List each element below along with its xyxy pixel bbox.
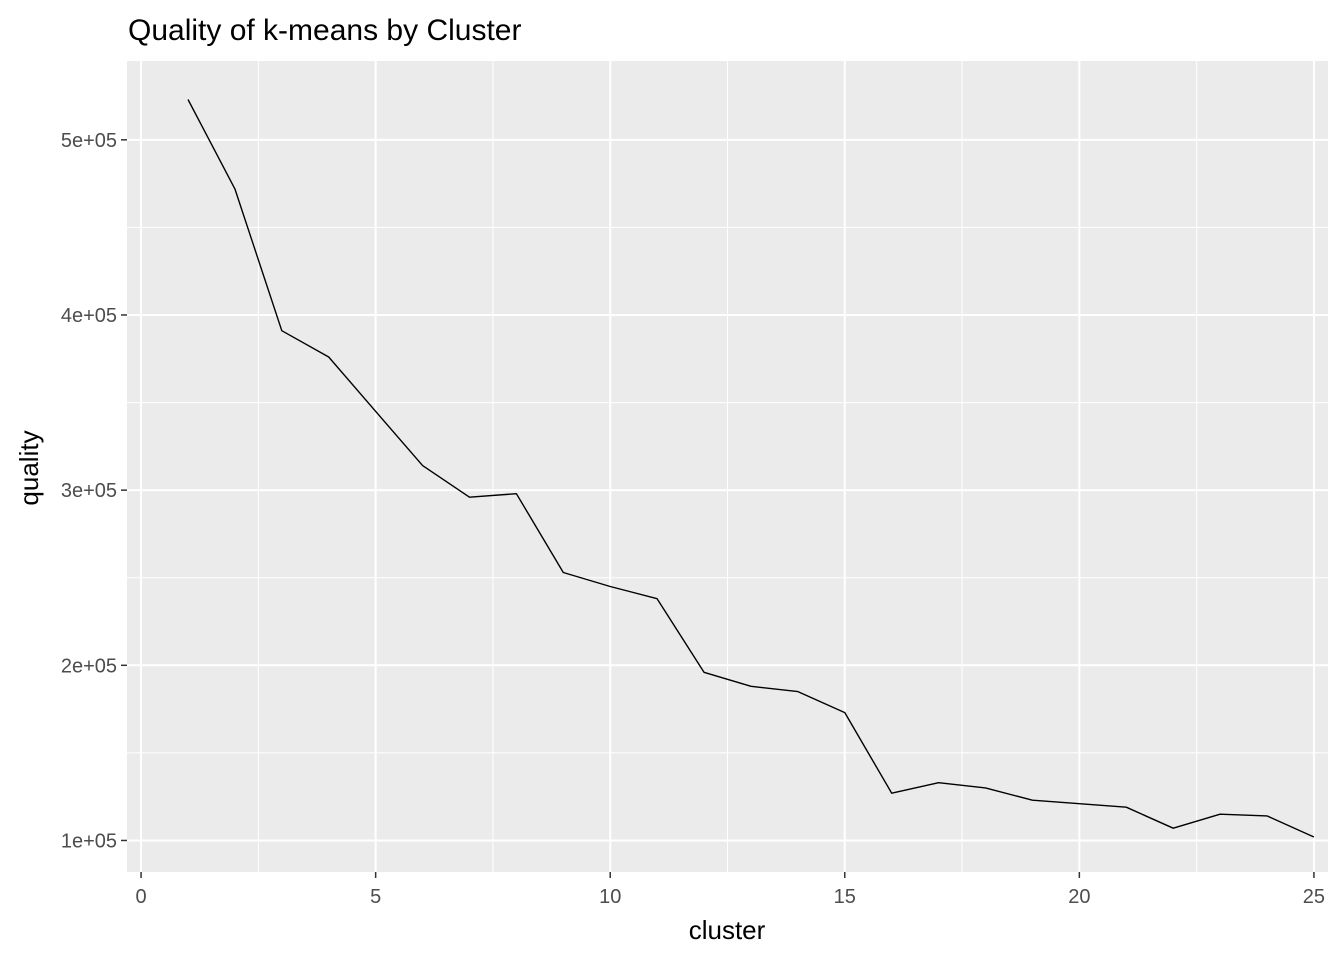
major-gridlines xyxy=(127,61,1328,872)
y-tick-label: 5e+05 xyxy=(61,130,117,152)
x-tick-label: 25 xyxy=(1303,886,1325,908)
x-axis-title: cluster xyxy=(689,915,766,945)
x-tick-label: 5 xyxy=(370,886,381,908)
y-axis-title: quality xyxy=(14,430,44,505)
x-tick-label: 15 xyxy=(834,886,856,908)
x-axis-ticks: 0 5 10 15 20 25 xyxy=(136,872,1325,908)
x-tick-label: 0 xyxy=(136,886,147,908)
data-series xyxy=(187,99,1315,838)
y-axis-ticks: 1e+05 2e+05 3e+05 4e+05 5e+05 xyxy=(61,130,127,852)
chart-title: Quality of k-means by Cluster xyxy=(128,14,521,47)
minor-gridlines xyxy=(127,61,1328,872)
y-tick-label: 4e+05 xyxy=(61,305,117,327)
y-tick-label: 2e+05 xyxy=(61,655,117,677)
x-tick-label: 20 xyxy=(1068,886,1090,908)
x-tick-label: 10 xyxy=(599,886,621,908)
y-tick-label: 1e+05 xyxy=(61,830,117,852)
y-tick-label: 3e+05 xyxy=(61,480,117,502)
